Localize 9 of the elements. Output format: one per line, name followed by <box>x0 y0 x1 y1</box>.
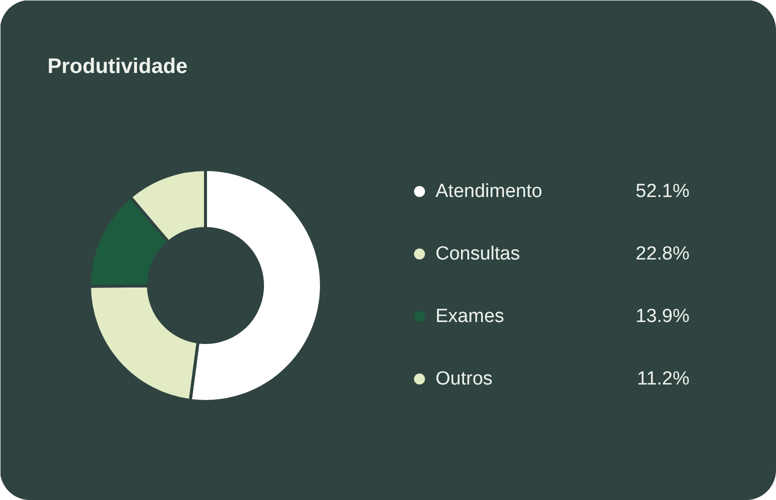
data-label: 52.1% <box>636 181 690 202</box>
data-label: 22.8% <box>636 244 690 264</box>
legend-label: Consultas <box>436 244 520 264</box>
data-label: 11.2% <box>637 368 690 390</box>
chart-title: Produtividade <box>48 55 188 78</box>
legend-label: Outros <box>436 368 493 390</box>
legend-label: Atendimento <box>436 181 542 202</box>
data-label: 13.9% <box>636 306 690 327</box>
legend-label: Exames <box>436 306 504 327</box>
